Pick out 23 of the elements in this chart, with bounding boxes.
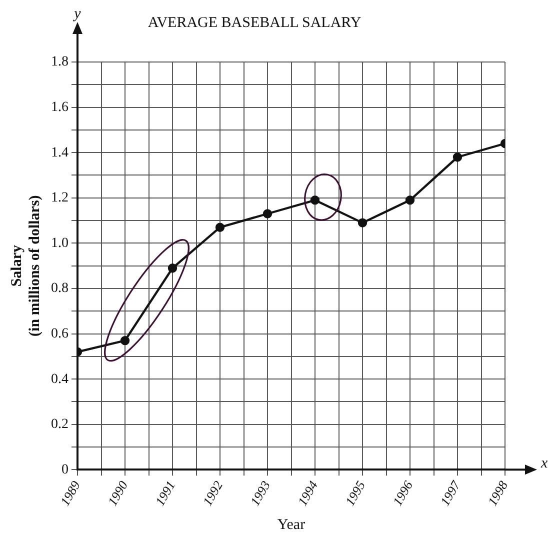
x-axis-title: Year — [277, 516, 306, 533]
y-tick-label: 1.6 — [51, 100, 68, 115]
y-tick-label: 0.6 — [51, 326, 68, 342]
y-tick-label: 1.8 — [51, 54, 68, 70]
y-tick-label: 1.0 — [51, 236, 68, 251]
point — [310, 196, 320, 205]
point — [120, 336, 130, 346]
point — [262, 209, 272, 218]
y-axis-title: Salary (in millions of dollars) — [8, 195, 43, 336]
text: y — [72, 6, 82, 22]
text: x — [540, 456, 548, 472]
chart-title: AVERAGE BASEBALL SALARY — [148, 14, 362, 31]
point — [168, 264, 178, 273]
point — [405, 196, 415, 205]
y-tick-label: 0.4 — [51, 372, 68, 387]
y-tick-label: 0 — [62, 462, 68, 478]
point — [358, 218, 368, 228]
point — [452, 152, 462, 162]
y-tick-label: 1.2 — [51, 190, 68, 206]
y-tick-label: 1.4 — [51, 145, 68, 160]
y-tick-label: 0.8 — [51, 281, 68, 296]
point — [215, 222, 225, 232]
y-tick-label: 0.2 — [51, 417, 68, 432]
